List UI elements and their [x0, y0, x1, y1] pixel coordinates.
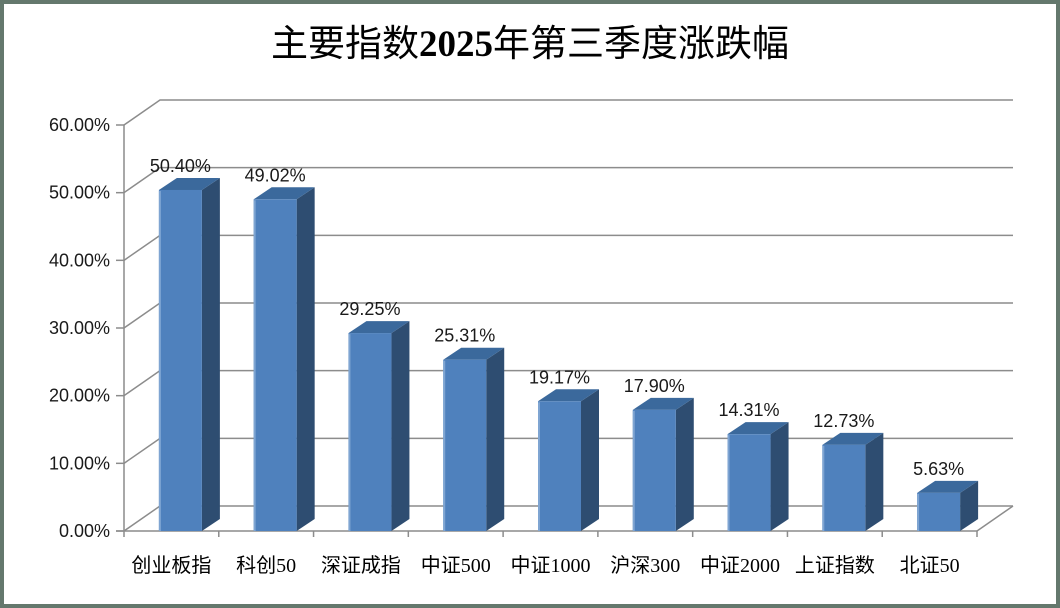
bar-value-label: 14.31% — [719, 400, 780, 420]
bar-value-label: 50.40% — [150, 156, 211, 176]
chart-plot-area: 0.00% 10.00% 20.00% 30.00% 40.00% 50.00% 60.00… — [49, 99, 1014, 577]
bar-中证2000 — [727, 422, 789, 531]
bar-front-face — [348, 333, 392, 531]
y-axis-label: 40.00% — [49, 250, 110, 270]
bar-front-face — [822, 444, 866, 531]
y-axis-label: 50.00% — [49, 183, 110, 203]
bar-front-face — [917, 492, 961, 531]
bar-value-label: 25.31% — [434, 326, 495, 346]
x-axis-category-label: 中证500 — [421, 554, 491, 577]
bar-top-face — [158, 177, 220, 190]
bar-value-label: 17.90% — [624, 376, 685, 396]
bar-中证500 — [443, 347, 505, 531]
bar-side-face — [296, 187, 315, 531]
bar-top-face — [917, 480, 979, 493]
gridline — [123, 99, 1013, 126]
bar-front-face — [727, 434, 771, 531]
y-axis-label: 30.00% — [49, 318, 110, 338]
bar-上证指数 — [822, 432, 884, 531]
bar-side-face — [486, 347, 505, 531]
bar-value-label: 29.25% — [339, 299, 400, 319]
x-axis-category-label: 沪深300 — [610, 554, 680, 577]
bar-value-label: 5.63% — [913, 459, 964, 479]
bar-top-face — [727, 422, 789, 435]
bar-中证1000 — [538, 389, 599, 531]
bar-front-face — [538, 401, 581, 531]
floor-right-edge — [976, 505, 1014, 532]
y-axis-label: 20.00% — [49, 386, 110, 406]
bar-top-face — [253, 187, 315, 200]
bar-value-label: 49.02% — [245, 165, 306, 185]
x-axis-category-label: 中证2000 — [700, 554, 780, 577]
bar-side-face — [865, 432, 884, 531]
bar-front-face — [253, 199, 297, 531]
bar-创业板指 — [158, 177, 220, 531]
bar-side-face — [770, 422, 789, 531]
bar-top-face — [822, 432, 884, 445]
y-axis-label: 60.00% — [49, 115, 110, 135]
bar-科创50 — [253, 187, 315, 531]
bar-top-face — [443, 347, 505, 360]
bar-side-face — [581, 389, 599, 531]
bar-side-face — [960, 480, 979, 531]
x-axis-category-label: 科创50 — [236, 554, 296, 577]
gridline — [123, 166, 1013, 194]
x-axis-category-label: 深证成指 — [321, 554, 401, 577]
bar-top-face — [632, 397, 694, 410]
x-axis-category-label: 中证1000 — [511, 554, 591, 577]
bar-value-label: 19.17% — [529, 367, 590, 387]
bar-top-face — [348, 321, 410, 334]
x-axis-category-label: 创业板指 — [131, 554, 211, 577]
bar-沪深300 — [632, 397, 694, 531]
bar-value-label: 12.73% — [813, 411, 874, 431]
chart-title: 主要指数2025年第三季度涨跌幅 — [271, 23, 789, 65]
bar-side-face — [201, 177, 220, 531]
bar-side-face — [391, 321, 410, 531]
bar-深证成指 — [348, 321, 410, 531]
x-axis-category-label: 北证50 — [900, 554, 960, 577]
bar-front-face — [443, 359, 487, 531]
bar-北证50 — [917, 480, 979, 531]
bar-front-face — [158, 189, 202, 531]
x-axis-category-label: 上证指数 — [795, 554, 875, 577]
bar-top-face — [538, 389, 599, 402]
y-axis-label: 0.00% — [59, 521, 110, 541]
bar-side-face — [675, 397, 694, 531]
bar-front-face — [632, 409, 676, 531]
y-axis-label: 10.00% — [49, 453, 110, 473]
